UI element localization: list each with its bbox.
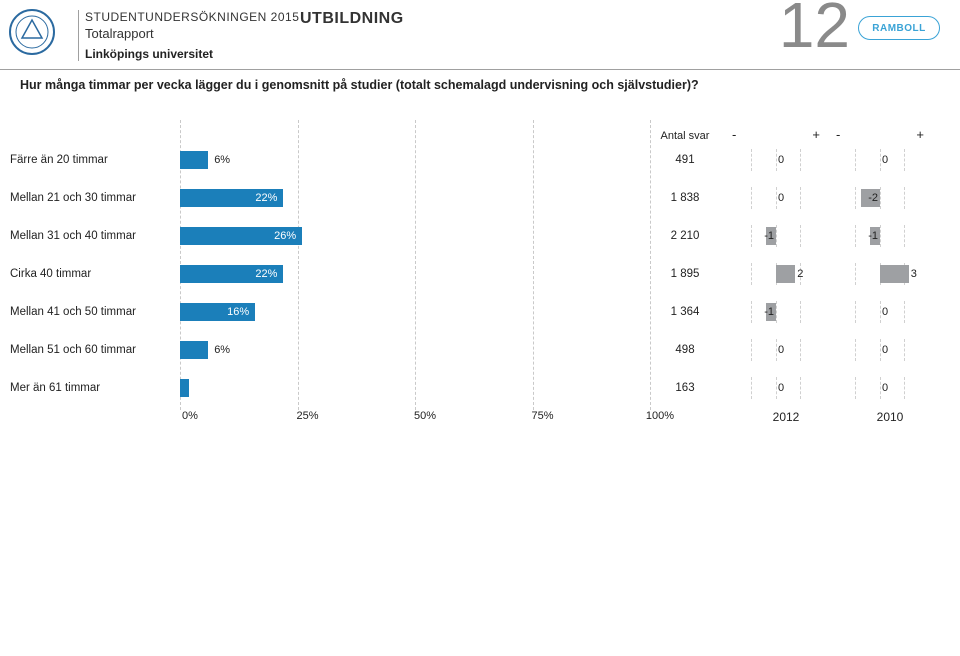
bar-area: 6% [180,341,650,359]
year-label: 2012 [738,410,834,424]
diff-cell: 2 [728,265,824,283]
x-tick: 50% [414,410,436,422]
diff-cell: 0 [832,303,928,321]
category-label: Mer än 61 timmar [10,382,180,394]
bar [180,151,208,169]
bar-area: 6% [180,151,650,169]
bar-area: 22% [180,265,650,283]
count-header: Antal svar [650,130,720,142]
x-tick: 100% [646,410,674,422]
x-tick: 25% [296,410,318,422]
bar-value-label: 6% [210,151,234,169]
bar-area [180,379,650,397]
diff-cell: 0 [728,151,824,169]
diff-cell: 0 [728,379,824,397]
chart: Antal svar - + - + Färre än 20 timmar 6% 4… [0,124,960,428]
bar [180,379,189,397]
bar-value-label: 26% [270,227,300,245]
diff-plus: + [812,127,820,142]
bar-area: 26% [180,227,650,245]
diff-cell: -1 [832,227,928,245]
x-tick: 0% [182,410,198,422]
chart-row: Mellan 21 och 30 timmar 22% 1 838 0 -2 [10,184,940,212]
diff-cell: 0 [832,341,928,359]
diff-cell: 0 [728,341,824,359]
category-label: Cirka 40 timmar [10,268,180,280]
category-label: Mellan 31 och 40 timmar [10,230,180,242]
diff-cell: -1 [728,227,824,245]
category-label: Mellan 51 och 60 timmar [10,344,180,356]
chart-row: Mellan 51 och 60 timmar 6% 498 00 [10,336,940,364]
response-count: 1 895 [650,268,720,280]
diff-cell: -2 [832,189,928,207]
chart-row: Cirka 40 timmar 22% 1 895 23 [10,260,940,288]
response-count: 163 [650,382,720,394]
diff-cell: 0 [832,151,928,169]
chart-row: Mellan 41 och 50 timmar 16% 1 364 -1 0 [10,298,940,326]
ramboll-logo-icon: RAMBOLL [858,16,940,40]
year-label: 2010 [842,410,938,424]
bar-value-label: 16% [223,303,253,321]
university-logo-icon [8,8,56,56]
bar-area: 22% [180,189,650,207]
response-count: 491 [650,154,720,166]
bar-value-label: 6% [210,341,234,359]
diff-header-2010: - + [832,124,928,142]
bar-value-label: 22% [251,189,281,207]
diff-cell: 0 [832,379,928,397]
chart-rows: Färre än 20 timmar6%49100Mellan 21 och 3… [10,146,940,402]
bar-area: 16% [180,303,650,321]
page-header: STUDENTUNDERSÖKNINGEN 2015 Totalrapport … [0,0,960,70]
chart-x-axis: 0%25%50%75%100%20122010 [190,408,660,428]
bar-value-label: 22% [251,265,281,283]
category-label: Mellan 41 och 50 timmar [10,306,180,318]
category-label: Mellan 21 och 30 timmar [10,192,180,204]
response-count: 498 [650,344,720,356]
diff-cell: 0 [728,189,824,207]
response-count: 1 364 [650,306,720,318]
response-count: 2 210 [650,230,720,242]
question-text: Hur många timmar per vecka lägger du i g… [0,70,960,96]
page-number: 12 [779,0,850,62]
diff-cell: -1 [728,303,824,321]
diff-cell: 3 [832,265,928,283]
category-label: Färre än 20 timmar [10,154,180,166]
response-count: 1 838 [650,192,720,204]
diff-header-2012: - + [728,124,824,142]
chart-row: Färre än 20 timmar 6% 491 00 [10,146,940,174]
chart-row: Mer än 61 timmar 163 00 [10,374,940,402]
column-headers: Antal svar - + - + [10,124,940,142]
x-tick: 75% [531,410,553,422]
ramboll-text: RAMBOLL [872,23,926,34]
bar [180,341,208,359]
diff-minus: - [836,127,840,142]
diff-plus: + [916,127,924,142]
chart-row: Mellan 31 och 40 timmar 26% 2 210 -1 -1 [10,222,940,250]
diff-minus: - [732,127,736,142]
section-title: UTBILDNING [300,10,404,28]
